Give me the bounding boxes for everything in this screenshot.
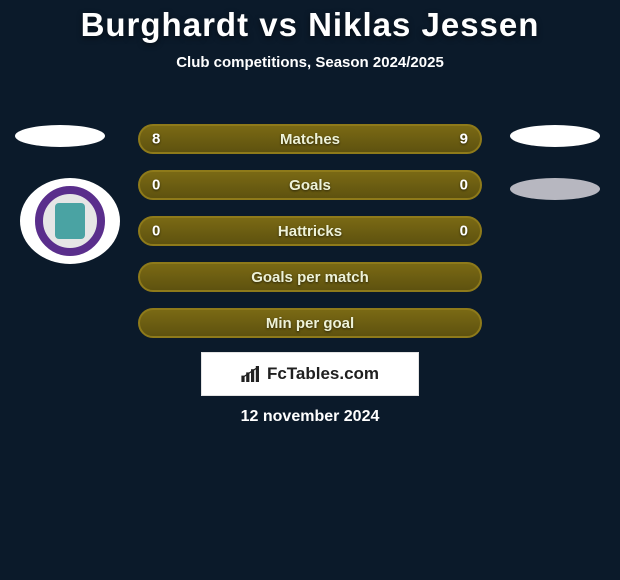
badge-core <box>55 203 85 239</box>
bar-chart-icon <box>241 366 261 382</box>
stat-row-hattricks: 0 Hattricks 0 <box>138 216 482 246</box>
fctables-watermark[interactable]: FcTables.com <box>201 352 419 396</box>
club-left-badge <box>20 178 120 264</box>
badge-ring <box>35 186 105 256</box>
stat-left-value: 0 <box>152 177 160 194</box>
stat-row-goals-per-match: Goals per match <box>138 262 482 292</box>
fctables-text: FcTables.com <box>267 364 379 384</box>
player-left-placeholder <box>15 125 105 147</box>
stats-container: 8 Matches 9 0 Goals 0 0 Hattricks 0 Goal… <box>138 124 482 354</box>
club-right-placeholder <box>510 178 600 200</box>
stat-row-goals: 0 Goals 0 <box>138 170 482 200</box>
stat-left-value: 0 <box>152 223 160 240</box>
stat-right-value: 9 <box>460 131 468 148</box>
stat-label: Goals per match <box>251 269 369 286</box>
stat-row-min-per-goal: Min per goal <box>138 308 482 338</box>
stat-row-matches: 8 Matches 9 <box>138 124 482 154</box>
stat-label: Hattricks <box>278 223 342 240</box>
stat-label: Matches <box>280 131 340 148</box>
stat-right-value: 0 <box>460 177 468 194</box>
stat-label: Min per goal <box>266 315 354 332</box>
page-title: Burghardt vs Niklas Jessen <box>0 0 620 44</box>
stat-label: Goals <box>289 177 331 194</box>
stat-left-value: 8 <box>152 131 160 148</box>
stat-right-value: 0 <box>460 223 468 240</box>
player-right-placeholder <box>510 125 600 147</box>
date-text: 12 november 2024 <box>0 408 620 426</box>
page-subtitle: Club competitions, Season 2024/2025 <box>0 54 620 71</box>
